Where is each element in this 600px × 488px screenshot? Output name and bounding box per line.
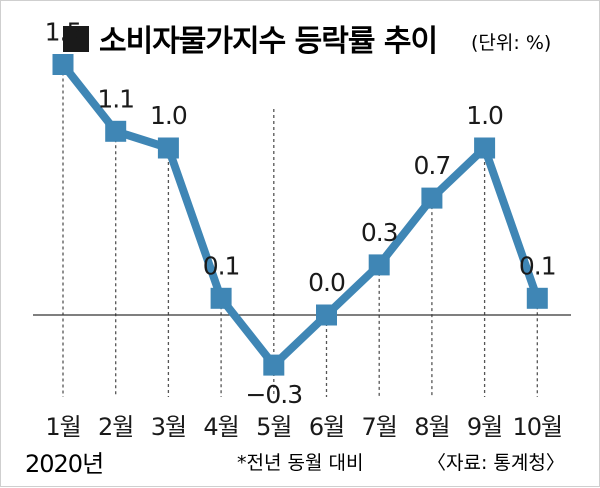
data-label-1: 1.5 [45, 18, 82, 47]
unit-note: (단위: %) [471, 32, 551, 54]
year-label: 2020년 [25, 450, 103, 478]
data-label-2: 1.1 [97, 84, 134, 113]
data-marker-1 [52, 54, 74, 75]
data-label-7: 0.3 [361, 218, 398, 247]
data-labels: 1.5 1.1 1.0 0.1 −0.3 0.0 0.3 0.7 1.0 0.1 [45, 18, 557, 410]
data-marker-8 [421, 187, 443, 209]
x-tick-label-7: 7월 [362, 413, 397, 441]
data-label-5: −0.3 [245, 380, 302, 409]
data-label-3: 1.0 [150, 101, 187, 130]
vertical-guides [62, 72, 538, 397]
data-label-8: 0.7 [414, 151, 451, 180]
title-marker [63, 26, 89, 52]
series-line [59, 60, 542, 370]
x-tick-label-4: 4월 [203, 413, 238, 441]
data-marker-5 [263, 354, 285, 376]
x-tick-label-10: 10월 [512, 413, 562, 441]
data-markers [52, 54, 548, 376]
data-label-4: 0.1 [203, 251, 240, 280]
x-tick-label-9: 9월 [467, 413, 502, 441]
chart-title: 소비자물가지수 등락률 추이 [99, 24, 437, 59]
data-label-9: 1.0 [466, 101, 503, 130]
title-marker-square [63, 26, 89, 52]
data-marker-4 [210, 287, 232, 309]
data-marker-6 [316, 304, 337, 326]
footnote: *전년 동월 대비 [237, 452, 363, 474]
data-label-6: 0.0 [308, 268, 345, 297]
data-marker-7 [368, 254, 390, 276]
x-tick-label-3: 3월 [151, 413, 186, 441]
x-tick-label-6: 6월 [309, 413, 344, 441]
data-label-10: 0.1 [519, 251, 556, 280]
source-note: 〈자료: 통계청〉 [427, 452, 565, 474]
x-tick-label-2: 2월 [98, 413, 133, 441]
x-tick-label-8: 8월 [414, 413, 449, 441]
data-marker-2 [105, 120, 127, 142]
data-marker-3 [157, 137, 179, 159]
x-tick-label-1: 1월 [45, 413, 80, 441]
x-tick-label-5: 5월 [256, 413, 291, 441]
data-marker-9 [474, 137, 496, 159]
x-tick-labels: 1월 2월 3월 4월 5월 6월 7월 8월 9월 10월 [45, 413, 563, 441]
data-marker-10 [526, 287, 548, 309]
